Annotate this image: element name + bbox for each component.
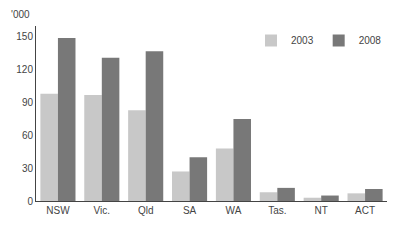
svg-text:90: 90: [22, 97, 34, 108]
svg-text:60: 60: [22, 130, 34, 141]
svg-text:Tas.: Tas.: [268, 205, 286, 216]
svg-text:120: 120: [16, 64, 33, 75]
svg-text:WA: WA: [226, 205, 242, 216]
svg-text:SA: SA: [183, 205, 197, 216]
svg-text:ACT: ACT: [355, 205, 375, 216]
svg-text:2003: 2003: [291, 35, 314, 46]
svg-text:'000: '000: [11, 9, 30, 20]
svg-text:Vic.: Vic.: [94, 205, 111, 216]
svg-text:0: 0: [27, 196, 33, 207]
svg-text:NT: NT: [315, 205, 328, 216]
svg-text:30: 30: [22, 163, 34, 174]
svg-text:150: 150: [16, 31, 33, 42]
svg-text:NSW: NSW: [46, 205, 70, 216]
svg-text:2008: 2008: [359, 35, 382, 46]
svg-text:Qld: Qld: [138, 205, 154, 216]
